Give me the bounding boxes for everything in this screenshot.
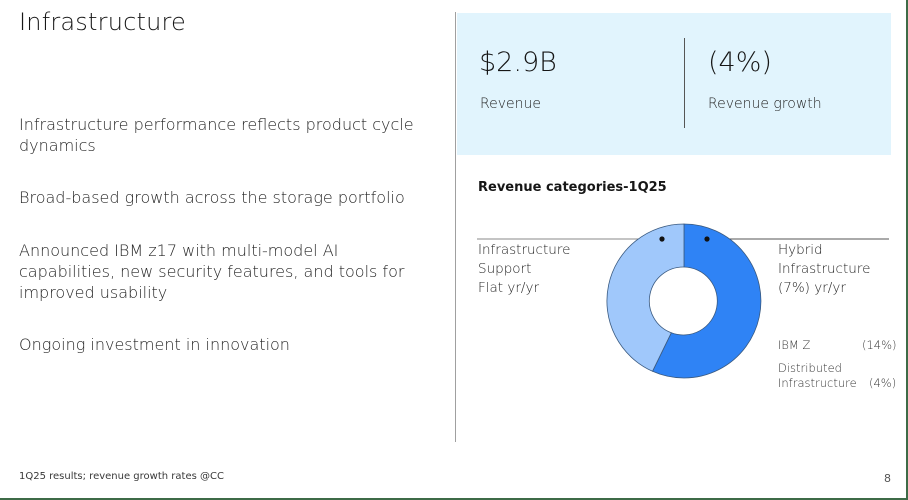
kpi-revenue-label: Revenue xyxy=(480,96,541,112)
bullet-3: Announced IBM z17 with multi-model AI ca… xyxy=(19,241,405,302)
label-hybrid-line2: Infrastructure xyxy=(778,261,871,277)
frame-border-right xyxy=(906,0,908,500)
sub-value-ibm-z: (14%) xyxy=(862,338,897,352)
page-number: 8 xyxy=(884,472,891,485)
slice-hybrid-infrastructure xyxy=(651,223,762,379)
kpi-growth-value: (4%) xyxy=(708,47,772,78)
frame-border-bottom xyxy=(0,498,908,500)
kpi-separator xyxy=(684,38,685,128)
label-support-growth: Flat yr/yr xyxy=(478,280,540,296)
chart-title: Revenue categories-1Q25 xyxy=(478,180,667,195)
label-support-line1: Infrastructure xyxy=(478,242,571,258)
label-infrastructure-support: Infrastructure Support Flat yr/yr xyxy=(478,241,570,298)
bullet-4: Ongoing investment in innovation xyxy=(19,335,290,354)
sub-label-distributed-1: Distributed xyxy=(778,361,842,375)
sub-label-ibm-z: IBM Z xyxy=(778,338,811,352)
slide-title: Infrastructure xyxy=(19,8,187,36)
column-divider xyxy=(455,12,456,442)
sub-label-distributed-2: Infrastructure xyxy=(778,376,857,390)
label-hybrid-infrastructure: Hybrid Infrastructure (7%) yr/yr xyxy=(778,241,870,298)
slice-infrastructure-support xyxy=(606,223,685,372)
kpi-revenue-value: $2.9B xyxy=(479,47,557,78)
label-support-line2: Support xyxy=(478,261,532,277)
label-hybrid-line1: Hybrid xyxy=(778,242,823,258)
kpi-growth-label: Revenue growth xyxy=(708,96,822,112)
footnote: 1Q25 results; revenue growth rates @CC xyxy=(19,471,224,482)
kpi-panel xyxy=(457,13,891,155)
sub-value-distributed: (4%) xyxy=(869,376,897,390)
bullet-1: Infrastructure performance reflects prod… xyxy=(19,115,414,155)
marker-hybrid xyxy=(704,236,710,242)
marker-support xyxy=(659,236,665,242)
label-hybrid-growth: (7%) yr/yr xyxy=(778,280,846,296)
bullet-2: Broad-based growth across the storage po… xyxy=(19,188,405,207)
